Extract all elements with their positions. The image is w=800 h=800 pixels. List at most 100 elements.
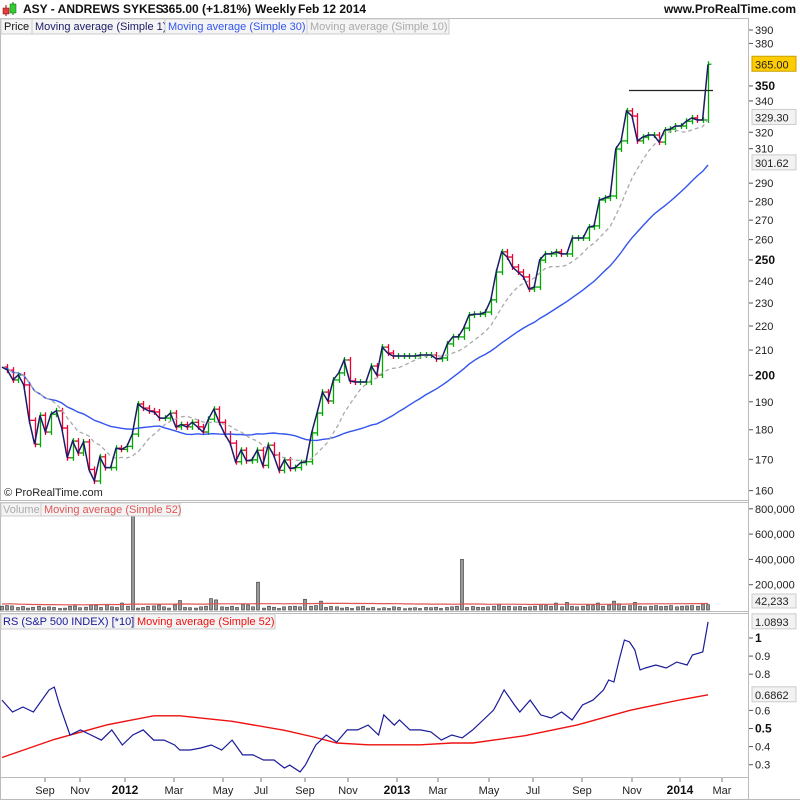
volume-bar [141, 607, 145, 611]
volume-bar [513, 606, 517, 611]
volume-bar [675, 606, 679, 611]
copyright: © ProRealTime.com [4, 487, 103, 499]
volume-bar [288, 606, 292, 611]
volume-bar [105, 604, 109, 611]
x-tick-label: Sep [35, 785, 55, 797]
volume-plot [0, 503, 710, 611]
rs-ma-last-box [751, 686, 797, 703]
volume-bar [669, 605, 673, 611]
volume-bar [183, 607, 187, 611]
price-tick-label: 350 [755, 79, 775, 93]
volume-bar [696, 605, 700, 611]
price-change: 365.00 (+1.81%) [162, 2, 251, 16]
site-link[interactable]: www.ProRealTime.com [663, 2, 796, 16]
price-plot [1, 61, 713, 485]
legend-ma10[interactable]: Moving average (Simple 10) [310, 21, 448, 33]
volume-bar [382, 607, 386, 611]
volume-bar [701, 603, 705, 611]
volume-tick-label: 200,000 [755, 580, 795, 592]
volume-bar [5, 605, 9, 611]
volume-bar [366, 607, 370, 611]
volume-bar [680, 605, 684, 611]
volume-bar [413, 607, 417, 611]
volume-bar [575, 606, 579, 611]
volume-bar [664, 605, 668, 611]
volume-bar [492, 605, 496, 611]
volume-bar [262, 607, 266, 611]
rs-panel [0, 613, 749, 778]
legend-rs-ma52[interactable]: Moving average (Simple 52) [137, 616, 275, 628]
volume-bar [481, 607, 485, 611]
volume-bar [152, 605, 156, 611]
volume-bar [314, 605, 318, 611]
volume-bar [497, 604, 501, 611]
volume-last-box [751, 593, 797, 609]
legend-volume[interactable]: Volume [3, 504, 40, 516]
volume-bar [638, 605, 642, 611]
volume-bar [628, 605, 632, 611]
legend-price[interactable]: Price [4, 21, 29, 33]
price-tick-label: 220 [755, 321, 773, 333]
volume-bar [418, 608, 422, 611]
volume-bar [591, 605, 595, 611]
volume-bar [31, 606, 35, 611]
volume-bar [387, 608, 391, 611]
volume-bar [293, 605, 297, 611]
volume-bar [146, 605, 150, 611]
rs-tick-label: 0.5 [755, 722, 772, 736]
legend-rs[interactable]: RS (S&P 500 INDEX) [*10] [3, 616, 134, 628]
volume-bar [350, 608, 354, 611]
volume-bar [324, 607, 328, 611]
volume-bar [0, 605, 4, 611]
volume-bar [476, 606, 480, 611]
volume-bar [424, 607, 428, 611]
volume-bar [52, 607, 56, 611]
rs-tick-label: 0.9 [755, 651, 770, 663]
volume-bar [84, 606, 88, 611]
volume-bar [643, 606, 647, 611]
x-tick-label: Mar [429, 785, 448, 797]
x-tick-label: Nov [622, 785, 642, 797]
volume-bar [586, 604, 590, 611]
rs-tick-label: 1 [755, 631, 762, 645]
volume-bar [502, 606, 506, 611]
volume-bar [685, 605, 689, 611]
volume-bar [115, 607, 119, 611]
header: ASY - ANDREWS SYKES 365.00 (+1.81%) Week… [0, 0, 800, 18]
volume-bar [392, 606, 396, 611]
volume-bar [173, 604, 177, 611]
volume-bar [329, 606, 333, 611]
volume-bar [450, 606, 454, 611]
volume-bar [471, 606, 475, 611]
ma10-line [1, 118, 709, 462]
legend-ma30[interactable]: Moving average (Simple 30) [168, 21, 306, 33]
price-tick-label: 250 [755, 253, 775, 267]
price-tick-label: 390 [755, 25, 773, 37]
legend-vol-ma52[interactable]: Moving average (Simple 52) [44, 504, 182, 516]
x-tick-label: Nov [338, 785, 358, 797]
volume-bar [256, 581, 260, 611]
rs-tick-label: 0.6 [755, 705, 770, 717]
volume-bar [377, 608, 381, 611]
x-tick-label: 2014 [667, 783, 694, 797]
price-tick-label: 320 [755, 127, 773, 139]
rs-line [1, 621, 709, 773]
volume-bar [507, 605, 511, 611]
legend-ma1[interactable]: Moving average (Simple 1) [35, 21, 166, 33]
price-bar [493, 269, 500, 303]
volume-bar [162, 606, 166, 611]
volume-bar [68, 605, 72, 611]
rs-last-box [751, 613, 797, 630]
volume-bar [554, 602, 558, 611]
volume-bar [21, 606, 25, 611]
price-tick-label: 190 [755, 397, 773, 409]
volume-bar [26, 607, 30, 611]
volume-bar [47, 606, 51, 611]
volume-bar [298, 606, 302, 611]
volume-bar [204, 605, 208, 611]
price-tick-label: 230 [755, 298, 773, 310]
ma30-value-label: 301.62 [755, 158, 789, 170]
price-bar [26, 381, 33, 424]
